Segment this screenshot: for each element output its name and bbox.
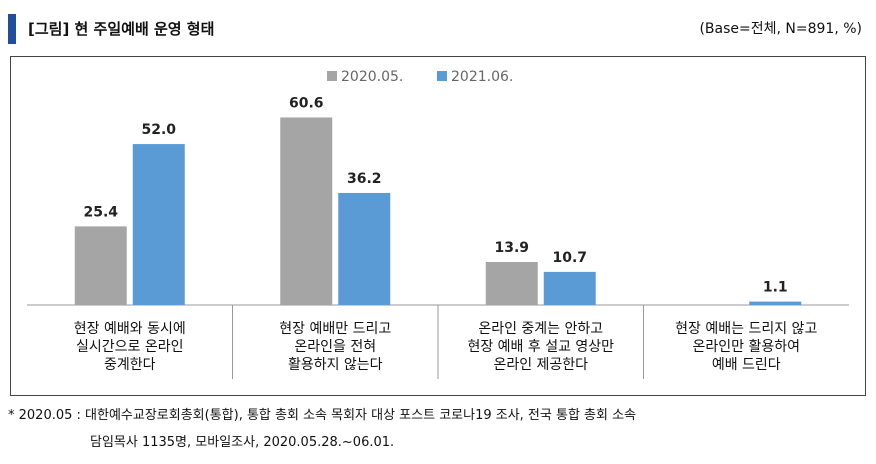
category-label-3-2: 예배 드린다: [712, 357, 781, 373]
bar-0-1: [280, 117, 333, 305]
value-label-0-2: 13.9: [494, 240, 529, 256]
bar-0-0: [74, 226, 127, 305]
category-label-0-0: 현장 예배와 동시에: [74, 321, 186, 337]
bar-1-1: [338, 192, 391, 305]
category-label-2-0: 온라인 중계는 안하고: [478, 321, 603, 337]
bar-chart: 2020.05. 2021.06. 25.4 52.0 현장 예배와 동시에실시간으로 …: [27, 69, 849, 379]
category-label-1-1: 온라인을 전혀: [294, 339, 376, 355]
value-label-1-1: 36.2: [347, 171, 382, 187]
legend-label-1: 2021.06.: [451, 69, 513, 85]
bar-0-2: [485, 261, 538, 305]
category-label-3-1: 온라인만 활용하여: [693, 339, 801, 355]
category-label-1-0: 현장 예배만 드리고: [279, 321, 391, 337]
category-label-1-2: 활용하지 않는다: [288, 357, 383, 373]
legend-swatch-1: [437, 71, 447, 81]
bar-1-0: [132, 144, 185, 305]
category-label-0-1: 실시간으로 온라인: [76, 339, 184, 355]
category-label-2-1: 현장 예배 후 설교 영상만: [467, 339, 614, 355]
bar-1-2: [543, 271, 596, 305]
value-label-1-0: 52.0: [141, 122, 176, 138]
value-label-1-3: 1.1: [763, 280, 788, 296]
category-label-3-0: 현장 예배는 드리지 않고: [675, 321, 817, 337]
legend-swatch-0: [327, 71, 337, 81]
category-label-2-2: 온라인 제공한다: [493, 357, 588, 373]
value-label-0-1: 60.6: [289, 95, 324, 111]
value-label-1-2: 10.7: [552, 250, 587, 266]
legend-label-0: 2020.05.: [341, 69, 403, 85]
title-accent-bar: [8, 14, 16, 44]
value-label-0-0: 25.4: [83, 204, 118, 220]
header: [그림] 현 주일예배 운영 형태 (Base=전체, N=891, %): [0, 0, 876, 44]
base-note: (Base=전체, N=891, %): [699, 21, 862, 37]
figure-title: [그림] 현 주일예배 운영 형태: [28, 20, 215, 38]
category-label-0-2: 중계한다: [104, 357, 156, 373]
bar-1-3: [749, 301, 802, 305]
footnote-line-2: 담임목사 1135명, 모바일조사, 2020.05.28.~06.01.: [90, 435, 395, 450]
footnote-line-1: * 2020.05 : 대한예수교장로회총회(통합), 통합 총회 소속 목회자…: [8, 408, 637, 423]
